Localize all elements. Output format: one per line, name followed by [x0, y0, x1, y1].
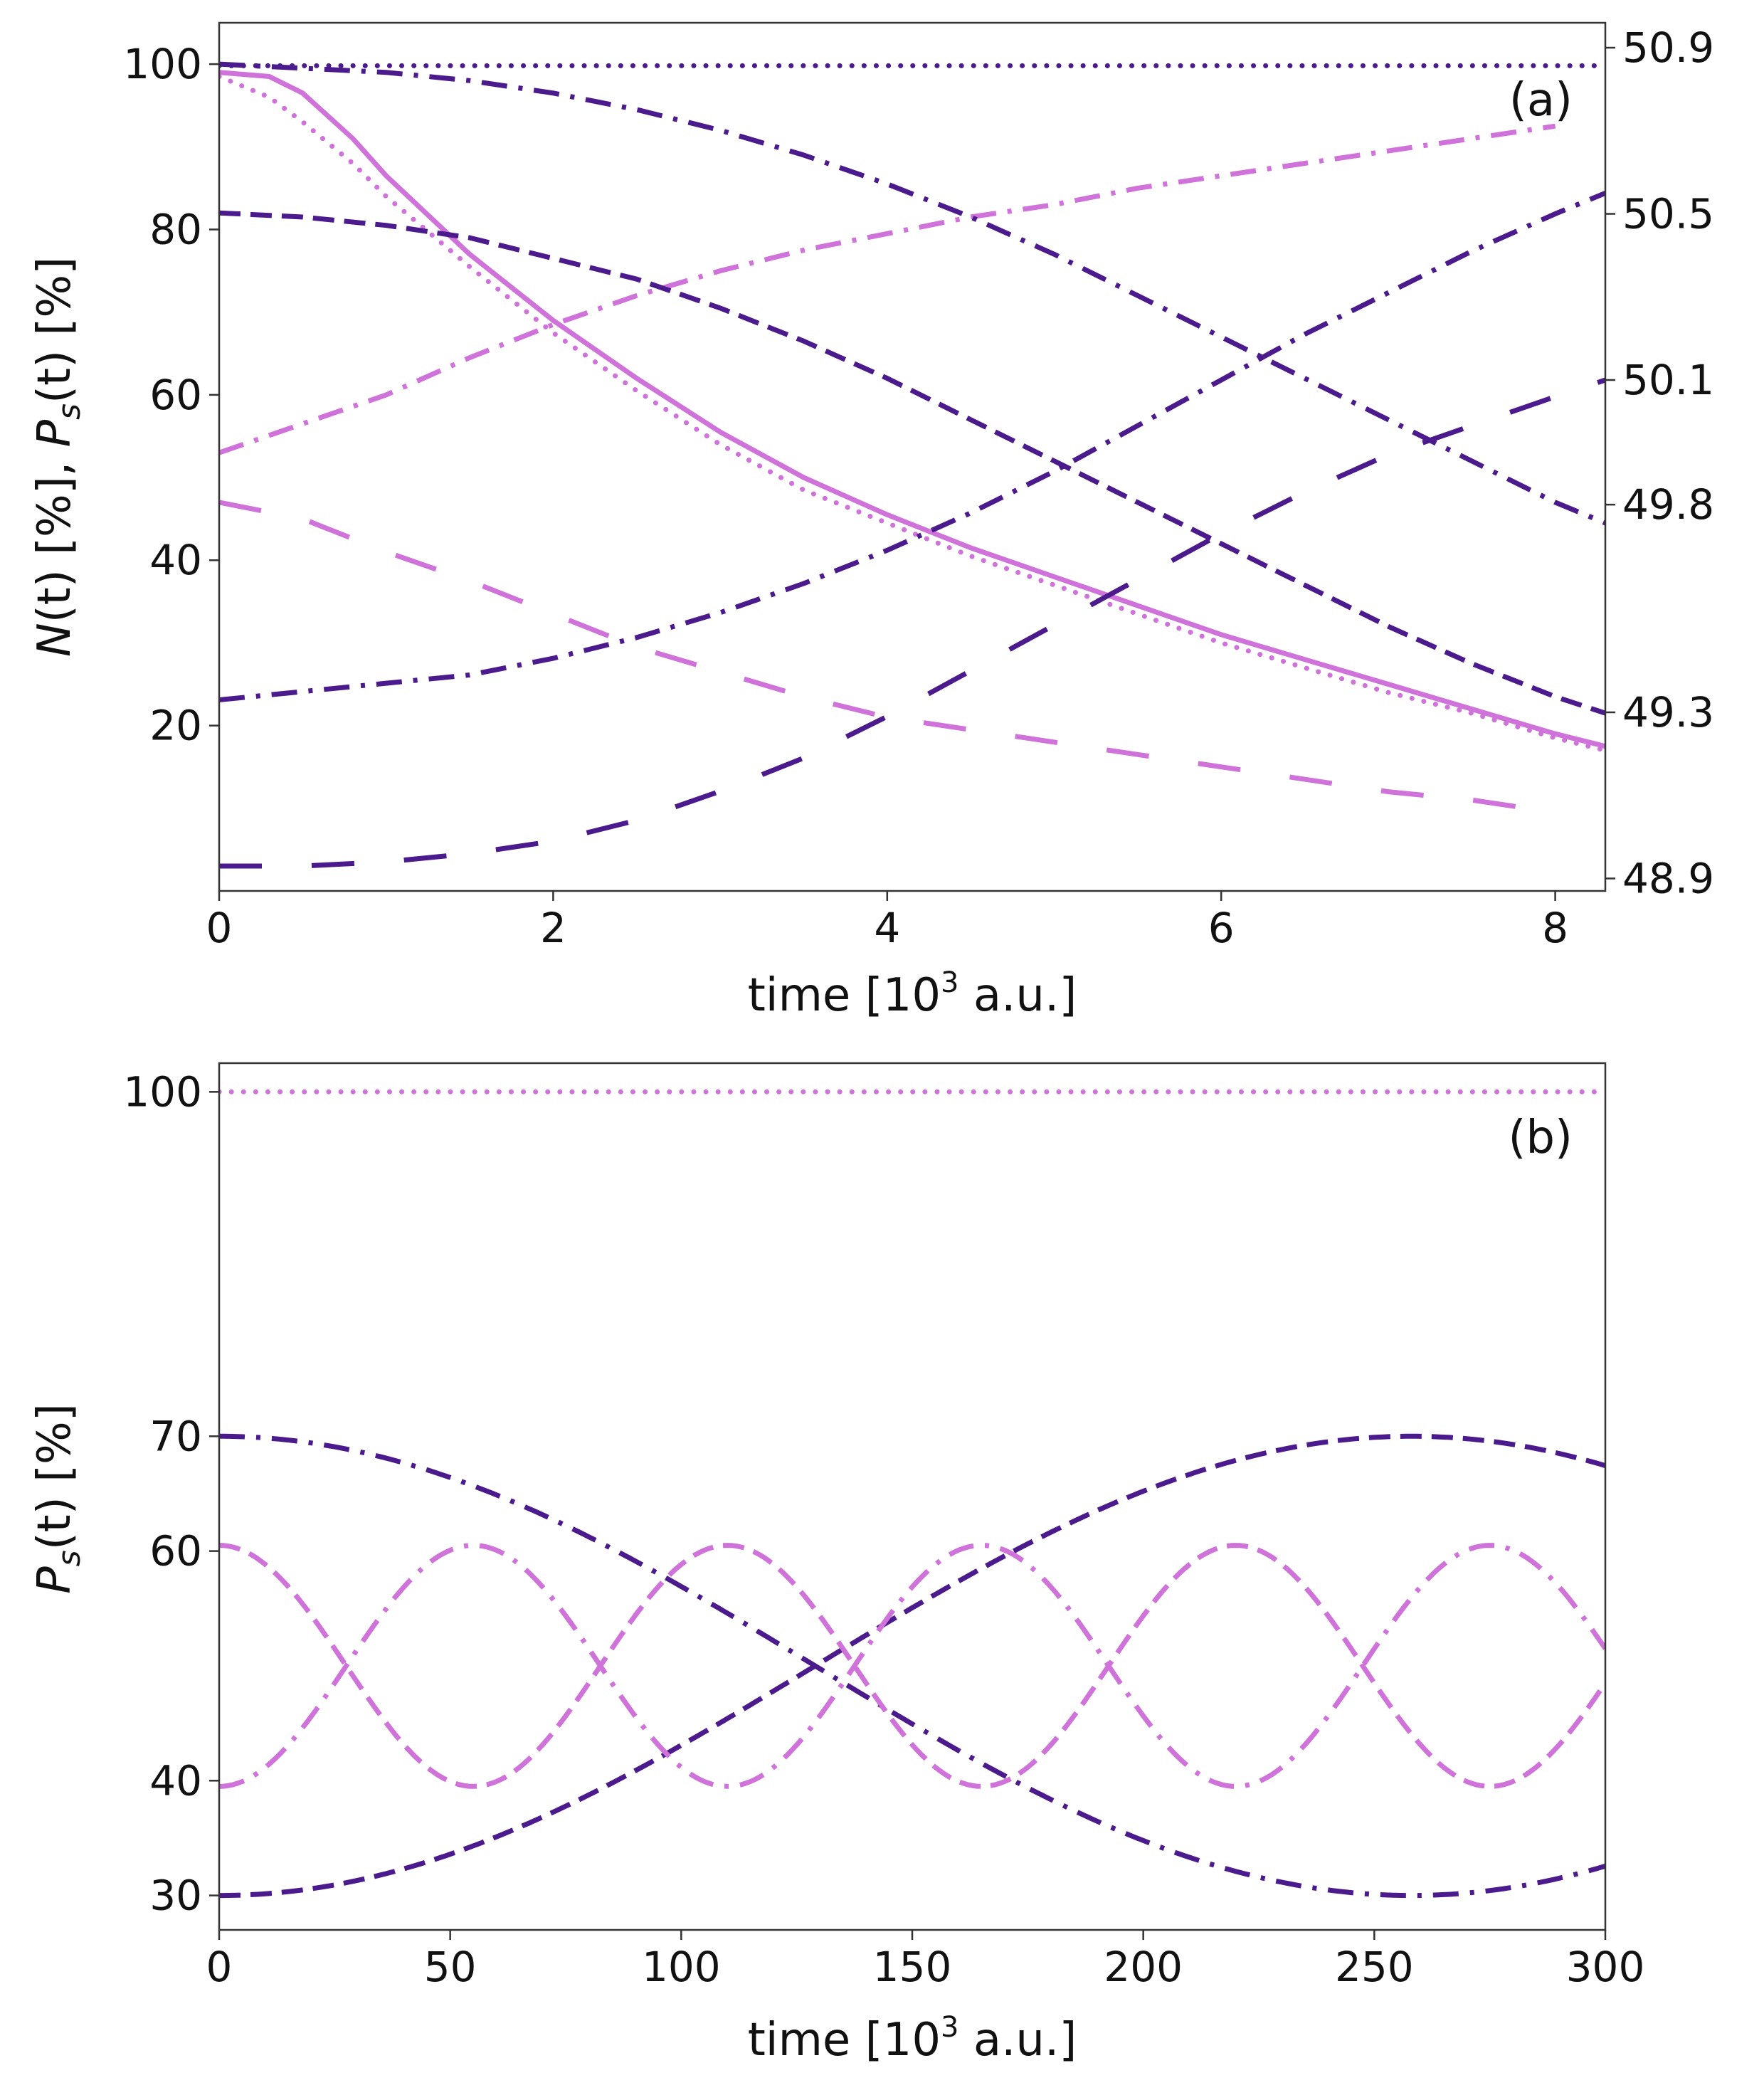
series-line-p-s-dashed-light — [219, 1543, 1605, 1789]
panel-b-ylabel-sub: s — [51, 1550, 88, 1566]
panel-a-ylabel-mid: [%], — [28, 447, 81, 569]
x-tick-label: 0 — [206, 904, 233, 952]
x-tick-label: 2 — [540, 904, 566, 952]
panel-a-ylabel-t1: (t) — [28, 569, 81, 623]
y-tick-label: 20 — [149, 702, 202, 750]
panel-a-ylabel: N(t) [%], Ps(t) [%] — [28, 257, 88, 657]
y-tick-label: 40 — [149, 536, 202, 584]
panel-b-ylabel: Ps(t) [%] — [28, 1403, 88, 1594]
panel-b-ylabel-end: [%] — [28, 1403, 81, 1497]
series-line-p-s-dashed-dark — [219, 377, 1605, 869]
series-line-p-s-dash-dot-dark — [219, 191, 1605, 702]
panel-a-ylabel-t2: (t) — [28, 350, 81, 403]
panel-b: 0 50 100 150 200 250 300 30 40 60 70 100 (b) time [… — [28, 1062, 1644, 2067]
series-line-n-t-dash-dot-dark — [219, 61, 1605, 526]
right-y-tick-label: 49.8 — [1622, 480, 1714, 529]
panel-b-series — [219, 1089, 1605, 1899]
panel-b-ylabel-p: P — [28, 1566, 81, 1594]
x-tick-label: 150 — [873, 1943, 952, 1991]
panel-a: 0 2 4 6 8 20 40 60 80 100 48.9 49.3 49.8 50.1 50.5 50.9… — [28, 21, 1714, 1022]
y-tick-label: 60 — [149, 371, 202, 419]
panel-b-xlabel-text: time [10 — [748, 2014, 941, 2067]
series-line-n-t-dashed-dark — [219, 210, 1605, 716]
x-tick-label: 6 — [1208, 904, 1235, 952]
panel-a-ylabel-n: N — [28, 623, 81, 657]
panel-a-series — [219, 61, 1605, 869]
y-tick-label: 70 — [149, 1412, 202, 1460]
panel-a-ticks: 0 2 4 6 8 20 40 60 80 100 48.9 49.3 49.8 50.1 50.5 50.9 — [123, 23, 1714, 952]
panel-b-frame — [218, 1062, 1607, 1931]
panel-a-frame — [218, 21, 1607, 892]
panel-a-ylabel-p: P — [28, 419, 81, 447]
panel-a-ylabel-end: [%] — [28, 257, 81, 350]
panel-a-label: (a) — [1509, 74, 1573, 127]
right-y-tick-label: 49.3 — [1622, 688, 1714, 737]
x-tick-label: 4 — [874, 904, 900, 952]
y-tick-label: 100 — [123, 40, 202, 88]
panel-a-ylabel-sub: s — [51, 403, 88, 420]
panel-b-ticks: 0 50 100 150 200 250 300 30 40 60 70 100 — [123, 1067, 1644, 1991]
right-y-tick-label: 48.9 — [1622, 854, 1714, 902]
series-line-n-t-dotted — [219, 74, 1605, 753]
panel-b-xlabel-unit: a.u.] — [959, 2014, 1077, 2067]
x-tick-label: 300 — [1566, 1943, 1645, 1991]
series-line-p-s-dash-dot-light — [219, 123, 1556, 455]
panel-b-ylabel-t: (t) — [28, 1497, 81, 1550]
panel-a-xlabel: time [103 a.u.] — [748, 966, 1077, 1022]
series-line-n-t-solid — [219, 70, 1605, 749]
x-tick-label: 0 — [206, 1943, 233, 1991]
y-tick-label: 60 — [149, 1527, 202, 1576]
y-tick-label: 40 — [149, 1756, 202, 1805]
panel-b-xlabel-sup: 3 — [941, 2011, 958, 2044]
series-line-p-s-dash-dot-dark — [219, 1433, 1605, 1899]
x-tick-label: 8 — [1542, 904, 1568, 952]
series-line-p-s-dash-dot-light — [219, 1543, 1605, 1789]
panel-b-xlabel: time [103 a.u.] — [748, 2011, 1077, 2067]
panel-a-xlabel-text: time [10 — [748, 969, 941, 1022]
right-y-tick-label: 50.5 — [1622, 190, 1714, 238]
x-tick-label: 200 — [1104, 1943, 1183, 1991]
panel-b-label: (b) — [1508, 1112, 1573, 1164]
right-y-tick-label: 50.1 — [1622, 356, 1714, 404]
y-tick-label: 100 — [123, 1067, 202, 1116]
panel-a-xlabel-sup: 3 — [941, 966, 958, 999]
y-tick-label: 30 — [149, 1872, 202, 1920]
panel-a-xlabel-unit: a.u.] — [959, 969, 1077, 1022]
x-tick-label: 50 — [424, 1943, 477, 1991]
y-tick-label: 80 — [149, 205, 202, 253]
series-line-p-s-dashed-dark — [219, 1433, 1605, 1899]
x-tick-label: 100 — [642, 1943, 721, 1991]
x-tick-label: 250 — [1335, 1943, 1414, 1991]
right-y-tick-label: 50.9 — [1622, 23, 1714, 72]
